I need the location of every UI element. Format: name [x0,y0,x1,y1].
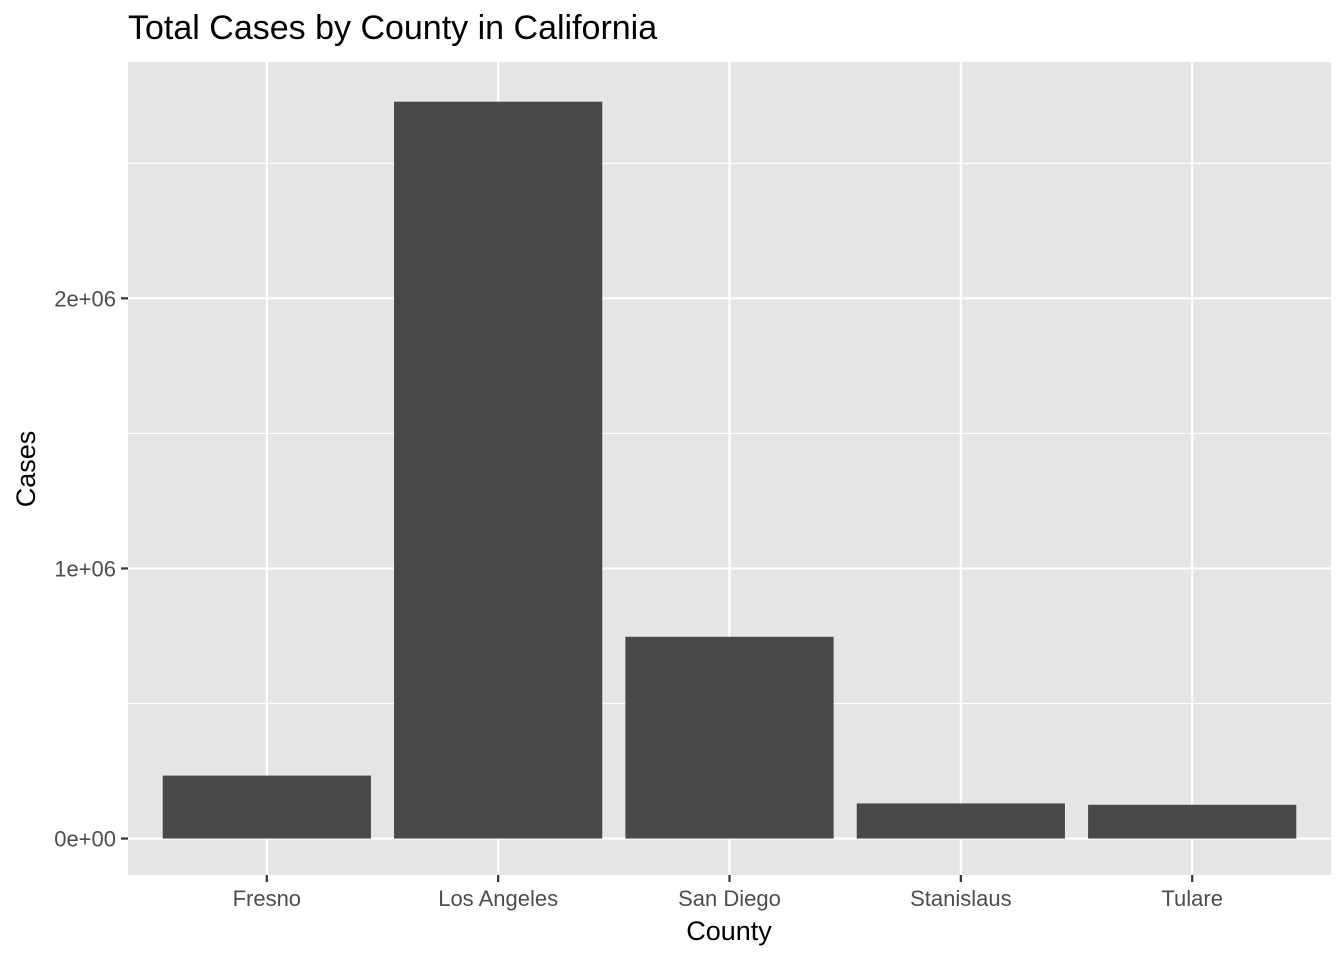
bars [162,101,1297,839]
y-tick-label: 1e+06 [54,556,116,581]
x-axis-title: County [686,916,772,946]
bar-tulare [1088,804,1297,839]
bar-san-diego [625,636,834,839]
y-axis: 0e+00 1e+06 2e+06 [54,286,128,852]
x-tick-label: Stanislaus [910,886,1012,911]
bar-stanislaus [856,803,1065,839]
y-tick-label: 2e+06 [54,286,116,311]
bar-los-angeles [394,101,603,839]
y-axis-title: Cases [11,431,41,508]
chart-title: Total Cases by County in California [128,9,657,47]
x-tick-label: Fresno [233,886,301,911]
bar-fresno [162,775,371,839]
x-tick-label: Tulare [1161,886,1223,911]
x-tick-label: Los Angeles [438,886,558,911]
x-axis: Fresno Los Angeles San Diego Stanislaus Tula… [233,875,1223,911]
x-tick-label: San Diego [678,886,781,911]
y-tick-label: 0e+00 [54,827,116,852]
